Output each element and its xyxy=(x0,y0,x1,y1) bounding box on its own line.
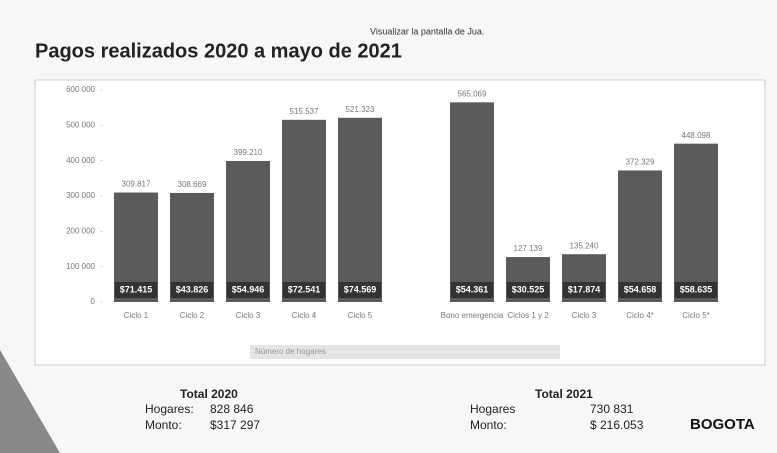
x-tick-label: Ciclo 4* xyxy=(626,311,654,320)
header: Visualizar la pantalla de Jua. xyxy=(370,26,484,36)
value-label: 448.098 xyxy=(682,131,711,140)
amount-box xyxy=(619,282,661,298)
bar xyxy=(226,160,270,302)
total-value: 730 831 xyxy=(590,402,634,416)
value-label: 565.069 xyxy=(458,89,487,98)
legend-label: Número de hogares xyxy=(255,347,326,356)
total-label: Monto: xyxy=(470,418,507,432)
x-tick-label: Ciclos 1 y 2 xyxy=(507,311,549,320)
total-label: Hogares: xyxy=(145,402,194,416)
bar xyxy=(674,143,718,302)
x-tick-label: Ciclo 3 xyxy=(236,311,261,320)
value-label: 308.669 xyxy=(178,180,207,189)
x-tick-label: Ciclo 5* xyxy=(682,311,710,320)
amount-label: $71.415 xyxy=(120,284,153,294)
value-label: 135.240 xyxy=(570,241,599,250)
amount-box xyxy=(115,282,157,298)
amount-box xyxy=(227,282,269,298)
bar xyxy=(282,119,326,302)
decoration xyxy=(0,350,60,453)
x-tick-label: Ciclo 3 xyxy=(572,311,597,320)
total-value: $317 297 xyxy=(210,418,260,432)
value-label: 399.210 xyxy=(234,148,263,157)
amount-label: $43.826 xyxy=(176,284,209,294)
y-tick-label: 200 000 xyxy=(66,226,95,235)
amount-box xyxy=(675,282,717,298)
total-label: Hogares xyxy=(470,402,515,416)
amount-label: $17.874 xyxy=(568,284,601,294)
amount-box xyxy=(283,282,325,298)
amount-label: $30.525 xyxy=(512,284,545,294)
amount-label: $54.361 xyxy=(456,284,489,294)
value-label: 372.329 xyxy=(626,158,655,167)
y-tick-label: 400 000 xyxy=(66,156,95,165)
legend-swatch xyxy=(250,345,560,359)
amount-box xyxy=(507,282,549,298)
amount-label: $58.635 xyxy=(680,284,713,294)
y-tick-label: 600 000 xyxy=(66,85,95,94)
x-tick-label: Ciclo 5 xyxy=(348,311,373,320)
y-tick-label: 0 xyxy=(91,297,96,306)
amount-box xyxy=(171,282,213,298)
value-label: 521.323 xyxy=(346,105,375,114)
total-title: Total 2020 xyxy=(180,387,238,401)
bar xyxy=(618,170,662,302)
total-value: $ 216.053 xyxy=(590,418,644,432)
y-tick-label: 500 000 xyxy=(66,120,95,129)
logo: BOGOTA xyxy=(690,416,755,433)
x-tick-label: Ciclo 4 xyxy=(292,311,317,320)
y-tick-label: 300 000 xyxy=(66,191,95,200)
value-label: 515.537 xyxy=(290,107,319,116)
amount-box xyxy=(563,282,605,298)
y-tick-label: 100 000 xyxy=(66,262,95,271)
amount-box xyxy=(339,282,381,298)
value-label: 309.817 xyxy=(122,180,151,189)
x-tick-label: Ciclo 2 xyxy=(180,311,205,320)
amount-label: $72.541 xyxy=(288,284,321,294)
total-title: Total 2021 xyxy=(535,387,593,401)
amount-label: $54.946 xyxy=(232,284,265,294)
bar xyxy=(450,102,494,302)
amount-label: $74.569 xyxy=(344,284,377,294)
value-label: 127.139 xyxy=(514,244,543,253)
x-tick-label: Bono emergencia xyxy=(441,311,504,320)
amount-label: $54.658 xyxy=(624,284,657,294)
total-label: Monto: xyxy=(145,418,182,432)
total-value: 828 846 xyxy=(210,402,254,416)
x-tick-label: Ciclo 1 xyxy=(124,311,149,320)
chart-title: Pagos realizados 2020 a mayo de 2021 xyxy=(35,40,402,62)
amount-box xyxy=(451,282,493,298)
bar xyxy=(338,117,382,302)
